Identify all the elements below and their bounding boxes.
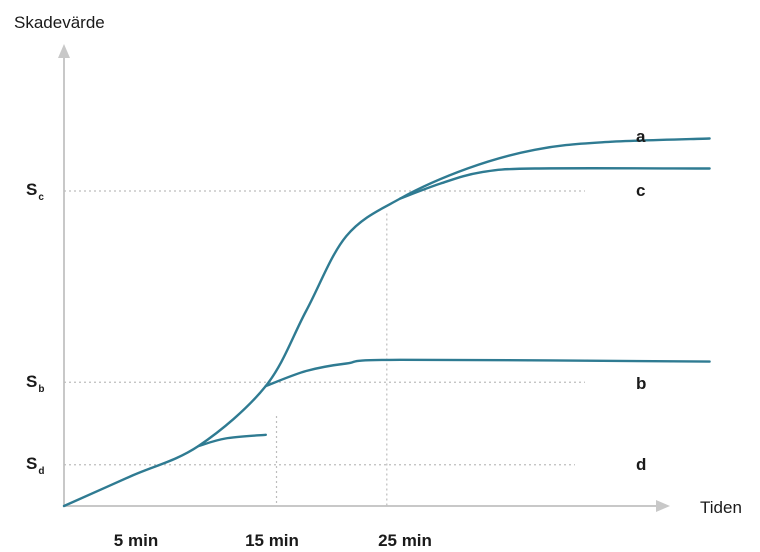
x-axis-arrow bbox=[656, 500, 670, 512]
y-tick-label-sb: Sb bbox=[26, 372, 44, 395]
series-line-a bbox=[62, 137, 711, 508]
gridlines bbox=[64, 190, 585, 506]
series-label-d: d bbox=[636, 455, 646, 474]
x-axis-title: Tiden bbox=[700, 498, 742, 517]
series-line-b bbox=[264, 358, 711, 388]
x-tick-label-5min: 5 min bbox=[114, 531, 158, 550]
y-axis-title: Skadevärde bbox=[14, 13, 105, 32]
y-axis-arrow bbox=[58, 44, 70, 58]
series-lines bbox=[62, 137, 711, 508]
x-tick-label-25min: 25 min bbox=[378, 531, 432, 550]
x-tick-label-15min: 15 min bbox=[245, 531, 299, 550]
y-tick-label-sd: Sd bbox=[26, 454, 44, 477]
series-line-c bbox=[399, 167, 711, 200]
series-label-c: c bbox=[636, 181, 645, 200]
y-tick-label-sc: Sc bbox=[26, 180, 44, 203]
series-line-d bbox=[197, 433, 267, 448]
series-label-b: b bbox=[636, 374, 646, 393]
series-label-a: a bbox=[636, 127, 646, 146]
